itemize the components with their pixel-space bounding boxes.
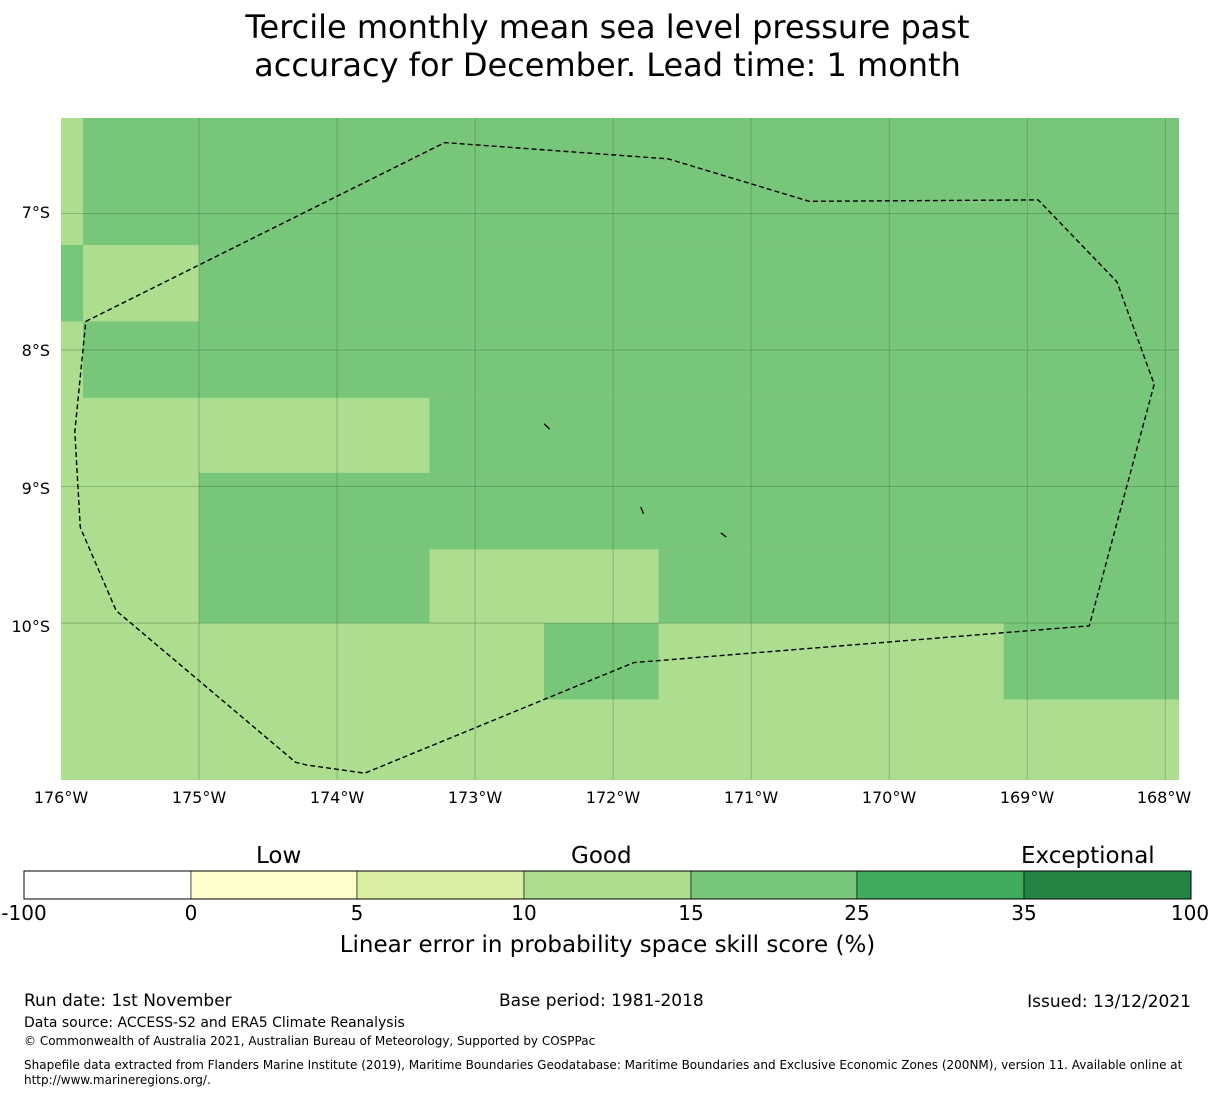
colorbar-tick-label: 0 <box>184 901 198 925</box>
colorbar-title: Linear error in probability space skill … <box>339 932 876 958</box>
colorbar <box>23 870 1192 900</box>
island <box>640 506 645 515</box>
run-date: Run date: 1st November <box>24 991 232 1011</box>
skill-cell <box>544 623 659 700</box>
lat-label-8s: 8°S <box>21 341 50 360</box>
skill-cell <box>199 549 430 624</box>
lon-label-173w: 173°W <box>447 788 503 807</box>
skill-cell <box>83 118 1179 245</box>
shapefile-credit: Shapefile data extracted from Flanders M… <box>24 1058 1183 1072</box>
title-line-1: Tercile monthly mean sea level pressure … <box>245 8 970 46</box>
island <box>720 532 727 538</box>
eez-boundary-line <box>74 141 1155 774</box>
colorbar-tick-label: 5 <box>350 901 364 925</box>
skill-cell <box>429 397 1179 473</box>
shapefile-url: http://www.marineregions.org/. <box>24 1073 211 1087</box>
skill-cell <box>658 549 1179 624</box>
lat-label-10s: 10°S <box>11 617 50 636</box>
data-source: Data source: ACCESS-S2 and ERA5 Climate … <box>24 1015 405 1031</box>
colorbar-swatch <box>190 870 358 900</box>
colorbar-swatch <box>856 870 1025 900</box>
skill-cell <box>83 321 1179 398</box>
colorbar-tick-label: 35 <box>1011 901 1037 925</box>
colorbar-tick-label: 25 <box>844 901 870 925</box>
colorbar-swatch <box>690 870 858 900</box>
skill-cell <box>199 244 1180 322</box>
lat-label-7s: 7°S <box>21 203 50 222</box>
colorbar-label-exceptional: Exceptional <box>1021 843 1155 869</box>
colorbar-label-good: Good <box>571 843 632 869</box>
base-period: Base period: 1981-2018 <box>499 991 704 1011</box>
chart-title: Tercile monthly mean sea level pressure … <box>0 8 1215 84</box>
colorbar-swatch <box>523 870 692 900</box>
colorbar-frame <box>23 870 1192 900</box>
colorbar-tick-label: 15 <box>678 901 704 925</box>
islands <box>543 423 727 538</box>
colorbar-swatch <box>356 870 525 900</box>
colorbar-tick-label: -100 <box>1 901 47 925</box>
colorbar-tick-label: 100 <box>1170 901 1210 925</box>
colorbar-tick-label: 10 <box>511 901 537 925</box>
colorbar-swatch <box>1023 870 1192 900</box>
lon-label-176w: 176°W <box>33 788 89 807</box>
eez-boundary <box>74 141 1155 774</box>
skill-cell <box>199 472 1180 550</box>
issued-date: Issued: 13/12/2021 <box>1027 992 1191 1012</box>
colorbar-swatch <box>23 870 192 900</box>
copyright: © Commonwealth of Australia 2021, Austra… <box>24 1034 596 1048</box>
lon-label-171w: 171°W <box>723 788 779 807</box>
lon-label-174w: 174°W <box>309 788 365 807</box>
lon-label-168w: 168°W <box>1136 788 1192 807</box>
skill-cell <box>1003 623 1179 700</box>
lat-label-9s: 9°S <box>21 479 50 498</box>
lon-label-169w: 169°W <box>999 788 1055 807</box>
lon-label-172w: 172°W <box>585 788 641 807</box>
title-line-2: accuracy for December. Lead time: 1 mont… <box>254 46 961 84</box>
lon-label-170w: 170°W <box>861 788 917 807</box>
skill-grid <box>61 118 1180 780</box>
graticule <box>61 118 1179 780</box>
lon-label-175w: 175°W <box>171 788 227 807</box>
colorbar-label-low: Low <box>256 843 302 869</box>
skill-cell <box>61 244 84 322</box>
island <box>543 423 551 430</box>
